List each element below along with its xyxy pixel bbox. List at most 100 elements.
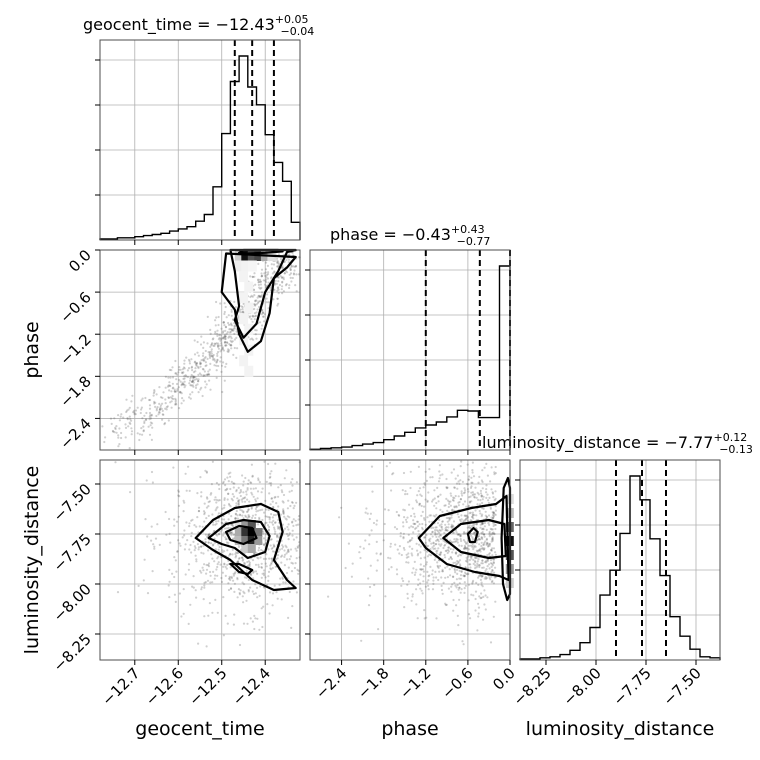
sample-point	[490, 528, 493, 531]
sample-point	[482, 543, 485, 546]
sample-point	[488, 567, 491, 570]
sample-point	[248, 561, 251, 564]
sample-point	[410, 538, 413, 542]
sample-point	[247, 514, 250, 517]
sample-point	[261, 528, 264, 531]
sample-point	[271, 272, 274, 275]
xtick-label-geocent-time: −12.6	[142, 664, 187, 709]
sample-point	[174, 559, 177, 562]
sample-point	[251, 620, 254, 623]
sample-point	[132, 411, 135, 414]
sample-point	[490, 533, 493, 536]
sample-point	[206, 373, 209, 377]
sample-point	[128, 421, 131, 424]
sample-point	[241, 500, 244, 503]
sample-point	[445, 603, 448, 606]
sample-point	[426, 516, 429, 519]
sample-point	[170, 369, 173, 372]
sample-point	[236, 552, 239, 555]
sample-point	[462, 539, 465, 542]
sample-point	[259, 283, 262, 286]
sample-point	[267, 528, 270, 531]
sample-point	[292, 580, 295, 583]
sample-point	[154, 401, 157, 404]
sample-point	[242, 480, 245, 483]
sample-point	[389, 542, 392, 545]
sample-point	[260, 313, 263, 316]
sample-point	[425, 561, 428, 564]
sample-point	[405, 556, 408, 559]
sample-point	[232, 572, 235, 575]
contour-geocent-lumdist-mid	[207, 518, 271, 560]
sample-point	[194, 384, 198, 387]
sample-point	[213, 498, 216, 501]
sample-point	[477, 549, 481, 552]
sample-point	[281, 500, 284, 503]
sample-point	[475, 549, 478, 552]
sample-point	[178, 378, 181, 382]
sample-point	[451, 583, 454, 586]
sample-point	[263, 313, 266, 316]
sample-point	[265, 521, 268, 524]
sample-point	[157, 411, 161, 414]
sample-point	[220, 580, 224, 584]
sample-point	[225, 341, 229, 344]
sample-point	[259, 295, 262, 298]
sample-point	[170, 390, 173, 393]
sample-point	[196, 543, 199, 546]
sample-point	[485, 568, 488, 571]
sample-point	[215, 360, 218, 363]
sample-point	[224, 305, 227, 309]
sample-point	[155, 414, 158, 418]
sample-point	[117, 414, 120, 417]
sample-point	[480, 575, 483, 578]
sample-point	[248, 563, 251, 566]
sample-point	[488, 544, 491, 547]
sample-point	[296, 546, 299, 549]
sample-point	[476, 491, 479, 494]
sample-point	[459, 554, 463, 557]
sample-point	[184, 472, 187, 475]
sample-point	[223, 506, 226, 509]
sample-point	[441, 520, 444, 523]
sample-point	[251, 275, 254, 279]
sample-point	[435, 617, 438, 620]
sample-point	[280, 598, 283, 601]
sample-point	[272, 519, 275, 523]
sample-point	[491, 537, 494, 540]
sample-point	[432, 544, 435, 547]
sample-point	[359, 556, 362, 560]
sample-point	[485, 559, 488, 563]
density-cell	[234, 260, 244, 272]
sample-point	[467, 496, 471, 499]
sample-point	[392, 472, 395, 475]
sample-point	[234, 512, 237, 515]
sample-point	[173, 556, 176, 559]
sample-point	[265, 565, 268, 568]
sample-point	[483, 466, 486, 469]
sample-point	[408, 539, 412, 542]
sample-point	[469, 527, 472, 530]
xlabel-geocent-time: geocent_time	[135, 718, 264, 740]
sample-point	[448, 568, 451, 571]
sample-point	[418, 523, 421, 526]
sample-point	[482, 618, 485, 621]
sample-point	[478, 535, 481, 538]
sample-point	[277, 263, 280, 266]
sample-point	[444, 566, 447, 569]
sample-point	[439, 493, 442, 496]
sample-point	[141, 417, 144, 420]
sample-point	[387, 509, 390, 512]
sample-point	[236, 596, 239, 599]
sample-point	[483, 521, 486, 525]
sample-point	[441, 510, 444, 513]
sample-point	[200, 335, 203, 338]
sample-point	[437, 543, 441, 546]
xtick-label-geocent-time: −12.4	[229, 664, 274, 709]
sample-point	[472, 517, 475, 520]
sample-point	[483, 577, 486, 580]
sample-point	[424, 498, 427, 501]
sample-point	[420, 568, 423, 571]
sample-point	[460, 518, 463, 521]
sample-point	[453, 567, 456, 571]
